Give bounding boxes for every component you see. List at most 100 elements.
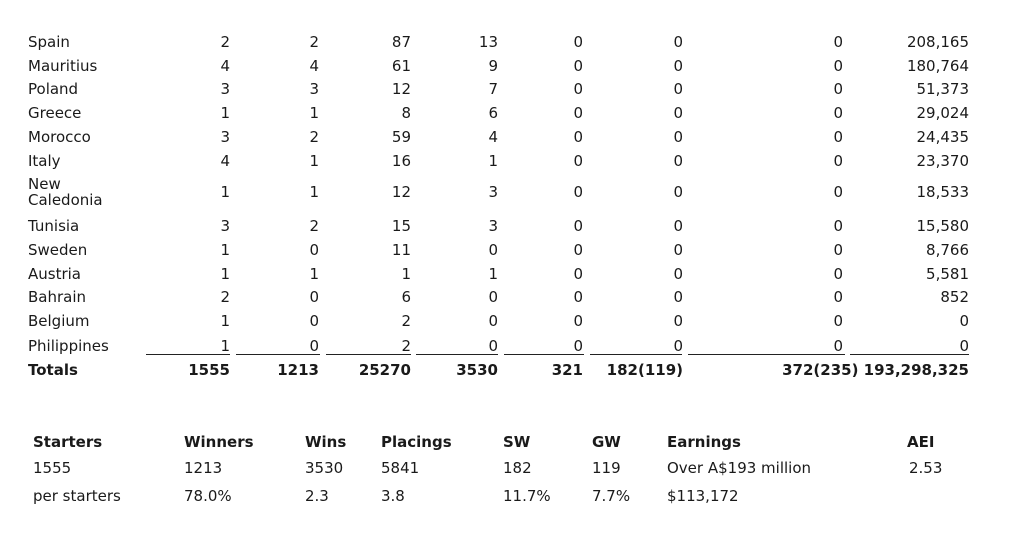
totals-rule-7 [688,354,845,355]
stats-header-winners: Winners [184,433,254,451]
country-name: Belgium [28,312,90,330]
country-name: New Caledonia [28,175,103,209]
totals-runs: 25270 [358,361,411,379]
country-col5-value: 0 [573,312,583,330]
country-wins-value: 3 [488,183,498,201]
stats-placings-value: 5841 [381,459,420,477]
country-runs-value: 12 [391,183,411,201]
stats-header-starters: Starters [33,433,103,451]
stats-sw-percent: 11.7% [503,487,551,505]
country-col6-value: 0 [673,288,683,306]
country-col7-value: 0 [833,57,843,75]
country-winners-value: 3 [309,80,319,98]
country-winners-value: 0 [309,337,319,355]
country-col5-value: 0 [573,183,583,201]
country-col6-value: 0 [673,152,683,170]
country-earnings-value: 24,435 [916,128,970,146]
country-col7-value: 0 [833,183,843,201]
stats-sw-value: 182 [503,459,532,477]
country-col5-value: 0 [573,288,583,306]
country-winners-value: 0 [309,288,319,306]
country-wins-value: 0 [488,337,498,355]
country-col7-value: 0 [833,33,843,51]
country-col5-value: 0 [573,217,583,235]
country-runs-value: 15 [391,217,411,235]
country-col6-value: 0 [673,33,683,51]
country-col5-value: 0 [573,241,583,259]
country-wins-value: 3 [488,217,498,235]
country-col7-value: 0 [833,80,843,98]
country-earnings-value: 0 [959,337,969,355]
country-wins-value: 1 [488,152,498,170]
country-wins-value: 0 [488,241,498,259]
totals-col5: 321 [551,361,583,379]
country-col7-value: 0 [833,104,843,122]
country-runs-value: 2 [401,337,411,355]
country-earnings-value: 51,373 [916,80,970,98]
country-winners-value: 0 [309,241,319,259]
stats-aei-value: 2.53 [909,459,943,477]
country-wins-value: 1 [488,265,498,283]
country-name: Italy [28,152,61,170]
country-col5-value: 0 [573,265,583,283]
stats-header-aei: AEI [907,433,935,451]
stats-gw-percent: 7.7% [592,487,631,505]
country-name: Bahrain [28,288,87,306]
country-col5-value: 0 [573,337,583,355]
stats-header-wins: Wins [305,433,347,451]
country-col7-value: 0 [833,265,843,283]
country-col6-value: 0 [673,183,683,201]
country-col5-value: 0 [573,33,583,51]
country-col7-value: 0 [833,152,843,170]
stats-earnings-value: Over A$193 million [667,459,812,477]
totals-rule-3 [326,354,411,355]
country-runs-value: 87 [391,33,411,51]
country-winners-value: 4 [309,57,319,75]
totals-rule-1 [146,354,230,355]
country-col6-value: 0 [673,217,683,235]
country-col6-value: 0 [673,57,683,75]
country-wins-value: 4 [488,128,498,146]
stats-header-earnings: Earnings [667,433,741,451]
totals-rule-5 [504,354,584,355]
country-winners-value: 2 [309,33,319,51]
country-name: Spain [28,33,70,51]
country-runs-value: 61 [391,57,411,75]
country-earnings-value: 23,370 [916,152,970,170]
country-col5-value: 0 [573,104,583,122]
country-wins-value: 13 [478,33,498,51]
country-starters-value: 3 [220,80,230,98]
country-starters-value: 1 [220,337,230,355]
country-earnings-value: 208,165 [906,33,969,51]
country-starters-value: 2 [220,33,230,51]
stats-earnings-per-starter: $113,172 [667,487,739,505]
country-col6-value: 0 [673,241,683,259]
stats-header-sw: SW [503,433,531,451]
stats-wins-value: 3530 [305,459,344,477]
country-winners-value: 1 [309,152,319,170]
country-col6-value: 0 [673,312,683,330]
country-col7-value: 0 [833,312,843,330]
country-wins-value: 9 [488,57,498,75]
country-winners-value: 0 [309,312,319,330]
totals-wins: 3530 [456,361,498,379]
country-name: Poland [28,80,79,98]
country-starters-value: 1 [220,241,230,259]
country-col6-value: 0 [673,128,683,146]
totals-rule-6 [590,354,682,355]
country-col5-value: 0 [573,80,583,98]
country-col6-value: 0 [673,104,683,122]
country-col7-value: 0 [833,288,843,306]
totals-starters: 1555 [188,361,230,379]
country-starters-value: 3 [220,217,230,235]
country-col7-value: 0 [833,241,843,259]
totals-winners: 1213 [277,361,319,379]
stats-winners-value: 1213 [184,459,223,477]
country-winners-value: 1 [309,104,319,122]
country-wins-value: 6 [488,104,498,122]
totals-label: Totals [28,361,78,379]
country-col5-value: 0 [573,152,583,170]
totals-col6: 182(119) [606,361,683,379]
totals-rule-2 [236,354,320,355]
totals-rule-4 [416,354,498,355]
